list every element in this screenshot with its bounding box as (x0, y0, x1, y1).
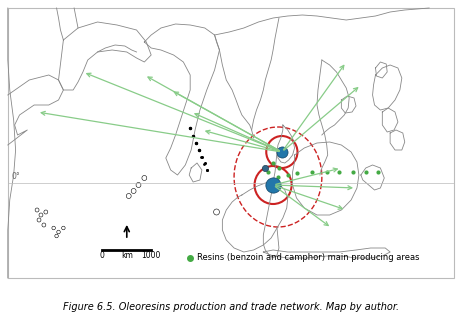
Text: km: km (121, 251, 133, 260)
Text: 0: 0 (100, 251, 105, 260)
Text: 0°: 0° (12, 172, 20, 181)
Bar (8, 8, 455, 278)
Text: 1000: 1000 (141, 251, 161, 260)
Text: Figure 6.5. Oleoresins production and trade network. Map by author.: Figure 6.5. Oleoresins production and tr… (63, 302, 399, 312)
Text: Resins (benzoin and camphor) main producing areas: Resins (benzoin and camphor) main produc… (197, 254, 419, 263)
